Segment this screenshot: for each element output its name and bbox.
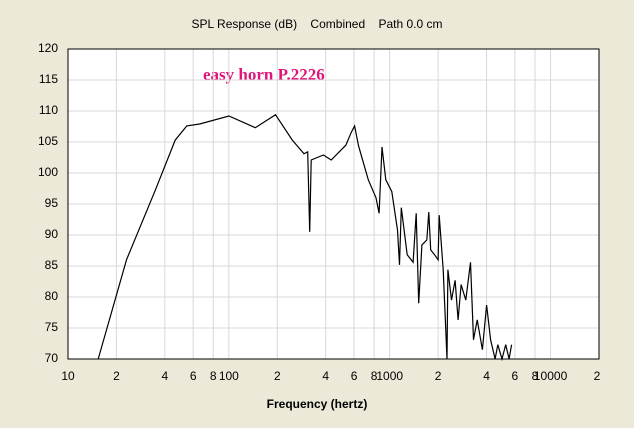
x-tick-label: 10000 [534,369,568,383]
y-tick-label: 115 [39,72,58,86]
x-tick-label: 1000 [376,369,403,383]
x-tick-label: 4 [322,369,329,383]
x-tick-label: 6 [351,369,358,383]
y-tick-label: 85 [45,258,59,272]
chart-title: SPL Response (dB) Combined Path 0.0 cm [191,17,442,31]
x-tick-label: 4 [162,369,169,383]
x-tick-label: 6 [512,369,519,383]
x-tick-label: 2 [435,369,442,383]
x-tick-label: 100 [219,369,239,383]
x-tick-label: 4 [483,369,490,383]
x-axis-label: Frequency (hertz) [267,397,368,411]
x-tick-label: 2 [594,369,601,383]
y-tick-label: 75 [45,320,59,334]
y-tick-label: 105 [38,134,58,148]
response-line [97,113,513,362]
y-tick-label: 100 [38,165,58,179]
y-tick-label: 110 [39,103,58,117]
x-tick-label: 8 [210,369,217,383]
y-tick-label: 80 [45,289,59,303]
x-tick-label: 6 [190,369,197,383]
x-tick-label: 2 [113,369,120,383]
plot-frame [67,48,600,360]
x-tick-label: 8 [532,369,539,383]
y-tick-label: 95 [45,196,59,210]
y-tick-label: 90 [45,227,59,241]
x-tick-label: 2 [274,369,281,383]
x-tick-label: 8 [371,369,378,383]
y-tick-label: 70 [45,351,59,365]
x-tick-label: 10 [61,369,75,383]
annotation: easy horn P.2226 [203,65,325,84]
y-tick-label: 120 [38,41,58,55]
